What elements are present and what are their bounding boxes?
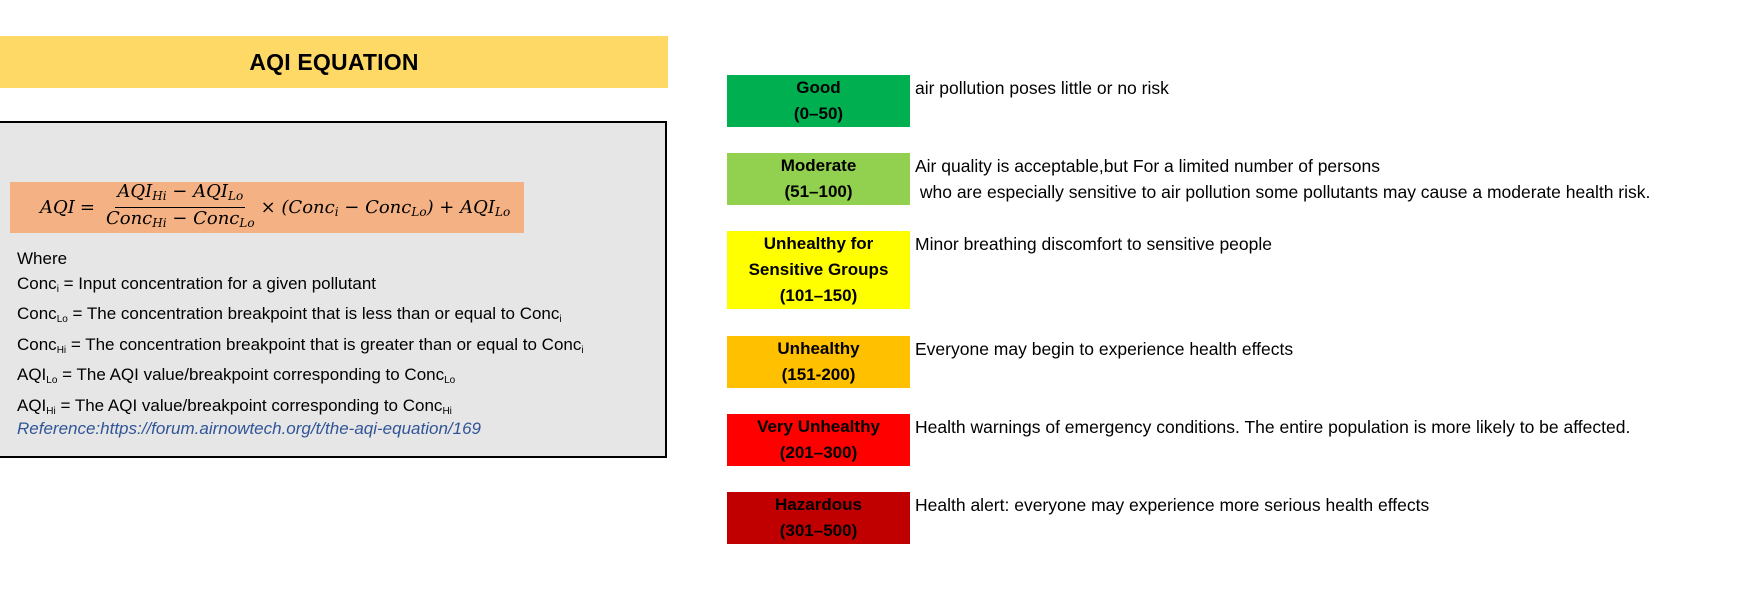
formula-numerator: AQIHi − AQILo: [115, 182, 246, 208]
reference-link[interactable]: Reference:https://forum.airnowtech.org/t…: [17, 419, 481, 438]
aqi-category-label: (301–500): [779, 521, 858, 540]
aqi-category-label: Hazardous: [775, 495, 862, 514]
aqi-category-label: Unhealthy for: [763, 234, 874, 253]
aqi-category-description: Minor breathing discomfort to sensitive …: [915, 234, 1272, 254]
definition-line: ConcHi = The concentration breakpoint th…: [17, 334, 584, 356]
definition-line: ConcLo = The concentration breakpoint th…: [17, 304, 562, 325]
aqi-category-description: Air quality is acceptable,but For a limi…: [915, 156, 1651, 202]
formula-rhs: × (Conci − ConcLo) + AQILo: [260, 196, 511, 219]
formula-denominator: ConcHi − ConcLo: [105, 208, 255, 231]
definition-line: AQIHi = The AQI value/breakpoint corresp…: [17, 395, 452, 417]
aqi-category-description: Health warnings of emergency conditions.…: [915, 417, 1631, 437]
page-title: AQI EQUATION: [0, 36, 668, 88]
aqi-category-badge: Very Unhealthy (201–300): [727, 414, 910, 466]
aqi-category-label: (101–150): [779, 286, 858, 305]
definitions-where: Where: [17, 249, 68, 268]
definition-line: AQILo = The AQI value/breakpoint corresp…: [17, 365, 456, 386]
aqi-category-description: air pollution poses little or no risk: [915, 78, 1169, 98]
aqi-category-label: (0–50): [793, 104, 844, 123]
aqi-category-label: Unhealthy: [777, 339, 860, 358]
aqi-category-label: (151-200): [781, 365, 856, 384]
aqi-category-badge: Unhealthy (151-200): [727, 336, 910, 388]
aqi-category-badge: Hazardous (301–500): [727, 492, 910, 544]
aqi-category-label: Good: [796, 78, 841, 97]
aqi-category-description: Health alert: everyone may experience mo…: [915, 495, 1430, 515]
definitions: Where Conci = Input concentration for a …: [17, 247, 584, 424]
aqi-category-badge: Good (0–50): [727, 75, 910, 127]
aqi-category-label: Sensitive Groups: [748, 260, 889, 279]
aqi-category-description: Everyone may begin to experience health …: [915, 339, 1294, 359]
aqi-category-label: Moderate: [780, 156, 857, 175]
aqi-category-label: (51–100): [784, 182, 853, 201]
aqi-category-label: (201–300): [779, 443, 858, 462]
aqi-category-badge: Unhealthy for Sensitive Groups (101–150): [727, 231, 910, 309]
formula-fraction: AQIHi − AQILo ConcHi − ConcLo: [104, 182, 257, 233]
definition-line: Conci = Input concentration for a given …: [17, 273, 376, 295]
aqi-category-label: Very Unhealthy: [757, 417, 880, 436]
aqi-category-badge: Moderate (51–100): [727, 153, 910, 205]
formula-equals: =: [79, 197, 95, 218]
aqi-formula: AQI = AQIHi − AQILo ConcHi − ConcLo × (C…: [10, 182, 524, 233]
formula-lhs: AQI: [40, 197, 75, 218]
equation-panel: AQI = AQIHi − AQILo ConcHi − ConcLo × (C…: [0, 121, 667, 458]
